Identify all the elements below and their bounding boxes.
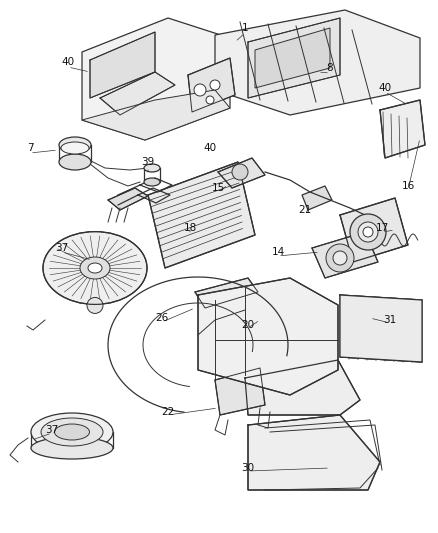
Text: 40: 40 [203,143,216,153]
Polygon shape [340,295,422,362]
Polygon shape [218,158,265,188]
Text: 21: 21 [298,205,311,215]
Ellipse shape [54,424,89,440]
Polygon shape [82,90,230,140]
Text: 31: 31 [383,315,397,325]
Polygon shape [195,278,258,308]
Circle shape [333,251,347,265]
Text: 39: 39 [141,157,155,167]
Polygon shape [248,18,340,98]
Text: 37: 37 [55,243,69,253]
Ellipse shape [41,418,103,446]
Polygon shape [245,360,360,415]
Text: 17: 17 [375,223,389,233]
Circle shape [358,222,378,242]
Text: 26: 26 [155,313,169,323]
Ellipse shape [144,164,160,172]
Ellipse shape [61,142,89,154]
Text: 37: 37 [46,425,59,435]
Text: 14: 14 [272,247,285,257]
Text: 40: 40 [378,83,392,93]
Polygon shape [255,28,330,88]
Ellipse shape [43,232,147,304]
Text: 20: 20 [241,320,254,330]
Text: 30: 30 [241,463,254,473]
Polygon shape [380,100,425,158]
Ellipse shape [80,257,110,279]
Text: 7: 7 [27,143,33,153]
Polygon shape [340,198,408,262]
Ellipse shape [59,154,91,170]
Polygon shape [198,278,338,395]
Circle shape [206,96,214,104]
Text: 18: 18 [184,223,197,233]
Polygon shape [302,186,332,210]
Polygon shape [188,58,235,112]
Polygon shape [108,188,148,210]
Ellipse shape [88,263,102,273]
Text: 16: 16 [401,181,415,191]
Polygon shape [90,32,155,98]
Polygon shape [148,162,255,268]
Circle shape [232,164,248,180]
Polygon shape [312,232,378,278]
Text: 40: 40 [61,57,74,67]
Polygon shape [82,18,230,140]
Text: 8: 8 [327,63,333,73]
Ellipse shape [31,413,113,451]
Text: 1: 1 [242,23,248,33]
Polygon shape [100,72,175,115]
Ellipse shape [31,437,113,459]
Polygon shape [248,415,380,490]
Circle shape [194,84,206,96]
Text: 15: 15 [212,183,225,193]
Circle shape [210,80,220,90]
Text: 22: 22 [161,407,175,417]
Circle shape [350,214,386,250]
Ellipse shape [59,137,91,153]
Polygon shape [215,10,420,115]
Ellipse shape [144,178,160,186]
Circle shape [87,297,103,313]
Circle shape [363,227,373,237]
Circle shape [326,244,354,272]
Polygon shape [215,368,265,415]
